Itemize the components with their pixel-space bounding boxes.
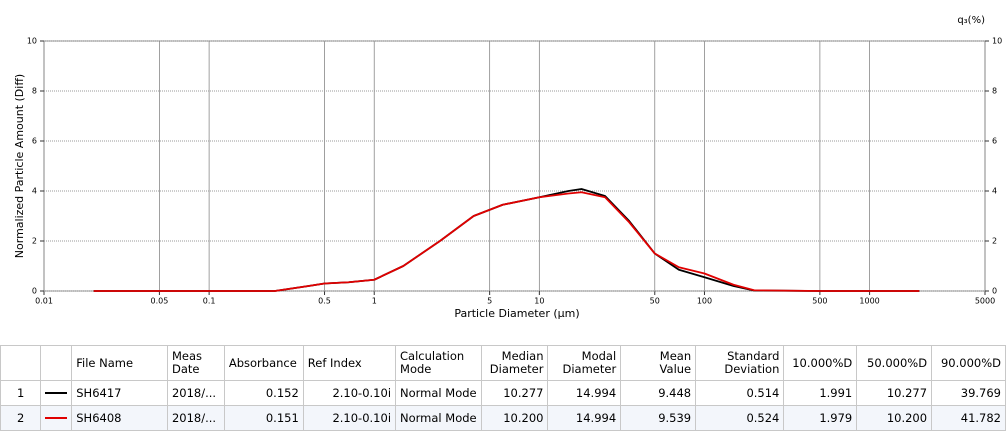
table-row: 2 SH6408 2018/... 0.151 2.10-0.10i Normal Mod…	[0, 405, 1006, 431]
x-tick-label: 0.05	[151, 297, 169, 306]
y2-tick-label: 0	[992, 287, 997, 296]
y-label: Normalized Particle Amount (Diff)	[13, 74, 26, 258]
legend-swatch-cell	[40, 405, 73, 431]
y-tick-label: 2	[32, 237, 37, 246]
header-cell: Meas Date	[166, 345, 225, 381]
header-cell: Absorbance	[223, 345, 304, 381]
table-cell: 0.514	[695, 380, 785, 406]
y2-tick-label: 8	[992, 87, 997, 96]
table-cell: 2.10-0.10i	[302, 380, 397, 406]
y2-tick-label: 4	[992, 187, 997, 196]
table-cell: 0.151	[223, 405, 304, 431]
header-cell	[40, 345, 73, 381]
table-cell: 14.994	[547, 405, 622, 431]
table-row: 1 SH6417 2018/... 0.152 2.10-0.10i Normal Mod…	[0, 380, 1006, 406]
table-cell: 10.277	[480, 380, 549, 406]
table-cell: Normal Mode	[395, 380, 482, 406]
x-tick-label: 5000	[975, 297, 995, 306]
table-cell: 9.539	[620, 405, 697, 431]
header-cell: 50.000%D	[856, 345, 933, 381]
header-cell: 90.000%D	[931, 345, 1006, 381]
legend-swatch	[45, 392, 68, 394]
table-cell: 2018/...	[166, 380, 225, 406]
y-tick-label: 6	[32, 137, 37, 146]
table-cell: 41.782	[931, 405, 1006, 431]
legend-swatch-cell	[40, 380, 73, 406]
x-tick-label: 10	[534, 297, 544, 306]
header-cell: Calculation Mode	[395, 345, 482, 381]
table-cell: 1.991	[783, 380, 858, 406]
y2-tick-label: 6	[992, 137, 997, 146]
header-cell: File Name	[71, 345, 168, 381]
y-tick-label: 8	[32, 87, 37, 96]
table-cell: 10.200	[856, 405, 933, 431]
table-cell: 2018/...	[166, 405, 225, 431]
chart: q₃(%) Particle Diameter (µm) Normalized …	[13, 15, 1002, 320]
series-line	[93, 191, 920, 292]
header-cell: Mean Value	[620, 345, 697, 381]
x-tick-label: 0.5	[318, 297, 331, 306]
table-cell: 10.200	[480, 405, 549, 431]
header-cell: Ref Index	[302, 345, 397, 381]
x-tick-label: 1000	[859, 297, 879, 306]
table-cell: Normal Mode	[395, 405, 482, 431]
plot-frame	[43, 40, 986, 292]
table-cell: 9.448	[620, 380, 697, 406]
table-cell: 1.979	[783, 405, 858, 431]
table-cell: SH6417	[71, 380, 168, 406]
y2-label: q₃(%)	[957, 15, 985, 26]
header-cell: Standard Deviation	[695, 345, 785, 381]
x-tick-label: 0.01	[35, 297, 53, 306]
x-tick-label: 1	[372, 297, 377, 306]
legend-swatch	[45, 417, 68, 419]
x-tick-label: 100	[697, 297, 712, 306]
table-cell: 39.769	[931, 380, 1006, 406]
x-label: Particle Diameter (µm)	[454, 307, 579, 320]
table-cell: SH6408	[71, 405, 168, 431]
y-tick-label: 10	[27, 37, 37, 46]
y2-tick-label: 2	[992, 237, 997, 246]
x-tick-label: 0.1	[203, 297, 216, 306]
table-cell: 0.524	[695, 405, 785, 431]
header-cell: Modal Diameter	[547, 345, 622, 381]
y-tick-label: 4	[32, 187, 37, 196]
header-cell: 10.000%D	[783, 345, 858, 381]
x-tick-label: 50	[650, 297, 660, 306]
table-cell: 14.994	[547, 380, 622, 406]
header-cell	[0, 345, 42, 381]
x-tick-label: 5	[487, 297, 492, 306]
table-cell: 2	[0, 405, 42, 431]
y2-tick-label: 10	[992, 37, 1002, 46]
x-tick-label: 500	[812, 297, 827, 306]
table-cell: 10.277	[856, 380, 933, 406]
table-cell: 1	[0, 380, 42, 406]
y-tick-label: 0	[32, 287, 37, 296]
table-cell: 2.10-0.10i	[302, 405, 397, 431]
table-cell: 0.152	[223, 380, 304, 406]
header-cell: Median Diameter	[480, 345, 549, 381]
result-table: File Name Meas Date Absorbance Ref Index Cal…	[0, 345, 1006, 431]
